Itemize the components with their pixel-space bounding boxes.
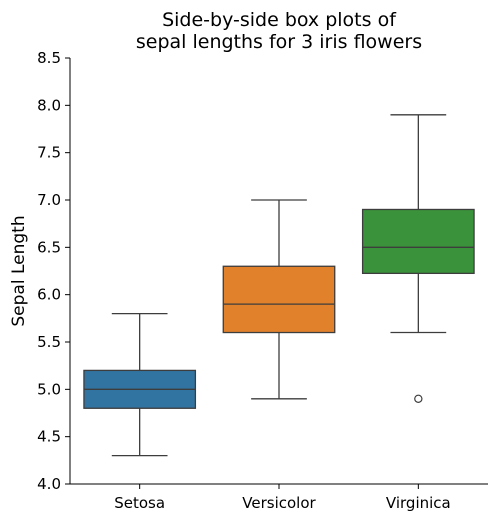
outlier-point — [414, 394, 423, 403]
y-tick-label: 5.5 — [37, 333, 61, 351]
y-tick-label: 6.5 — [37, 238, 61, 256]
y-tick-label: 5.0 — [37, 380, 61, 398]
y-tick-label: 8.0 — [37, 96, 61, 114]
y-tick-label: 4.0 — [37, 475, 61, 493]
x-tick-label: Setosa — [114, 494, 165, 512]
iqr-box — [361, 208, 475, 275]
iqr-box — [222, 265, 336, 334]
y-tick-label: 7.5 — [37, 144, 61, 162]
chart-title-line: sepal lengths for 3 iris flowers — [136, 31, 422, 53]
y-tick-label: 8.5 — [37, 49, 61, 67]
x-axis: Setosa Versicolor Virginica — [70, 483, 488, 512]
x-tick-label: Virginica — [386, 494, 451, 512]
y-tick-label: 6.0 — [37, 286, 61, 304]
y-tick-label: 7.0 — [37, 191, 61, 209]
y-axis-label: Sepal Length — [9, 215, 29, 326]
plot-area — [83, 114, 475, 457]
x-tick-label: Versicolor — [242, 494, 316, 512]
box-setosa — [83, 312, 197, 457]
box-virginica — [361, 114, 475, 403]
y-axis: 4.0 4.5 5.0 5.5 6.0 6.5 7.0 7.5 8.0 8.5 — [37, 49, 71, 493]
chart-title-line: Side-by-side box plots of — [162, 9, 397, 31]
y-tick-label: 4.5 — [37, 428, 61, 446]
box-versicolor — [222, 199, 336, 400]
